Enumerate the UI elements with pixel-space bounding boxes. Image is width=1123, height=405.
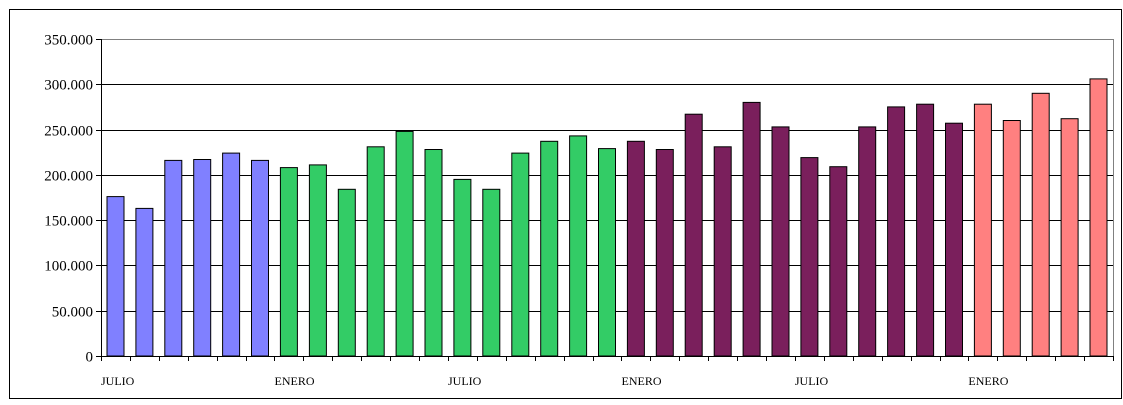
- bar: [222, 152, 241, 357]
- y-tick-label: 250.000: [44, 124, 93, 140]
- bar: [251, 159, 269, 357]
- bar: [1060, 118, 1079, 357]
- x-tick-label: JULIO: [448, 374, 482, 388]
- bar: [337, 188, 356, 357]
- y-tick-label: 350.000: [44, 33, 93, 49]
- bar: [193, 159, 212, 357]
- bar: [598, 148, 616, 357]
- bar: [945, 122, 963, 357]
- y-tick-label: 0: [86, 350, 94, 366]
- x-axis: JULIO ENERO JULIO ENERO JULIO ENERO: [101, 356, 1114, 388]
- x-tick-label: ENERO: [622, 374, 662, 388]
- bar: [858, 126, 877, 357]
- bar: [1002, 120, 1021, 357]
- bar: [569, 135, 588, 357]
- x-tick-label: JULIO: [795, 374, 829, 388]
- bar: [395, 130, 414, 357]
- y-tick-label: 150.000: [44, 214, 93, 230]
- bar: [916, 103, 935, 357]
- bar: [424, 149, 443, 357]
- bar: [135, 207, 154, 357]
- y-axis: 0 50.000 100.000 150.000 200.000 250.000 300.0…: [44, 33, 102, 366]
- bar: [453, 178, 472, 357]
- bar: [540, 140, 559, 357]
- bar: [106, 196, 125, 357]
- bar: [713, 146, 732, 357]
- x-tick-label: ENERO: [275, 374, 315, 388]
- bar: [684, 113, 703, 357]
- y-tick-label: 300.000: [44, 78, 93, 94]
- bar: [626, 140, 645, 357]
- y-tick-label: 50.000: [52, 305, 93, 321]
- bars: [106, 78, 1108, 357]
- bar: [655, 149, 674, 357]
- bar: [1089, 78, 1108, 357]
- y-tick-label: 200.000: [44, 169, 93, 185]
- bar: [887, 106, 906, 357]
- bar: [973, 103, 992, 357]
- bar: [1031, 92, 1050, 357]
- bar: [800, 157, 819, 357]
- bar: [771, 126, 790, 357]
- y-tick-label: 100.000: [44, 259, 93, 275]
- bar: [308, 164, 327, 357]
- bar: [511, 152, 530, 357]
- x-tick-label: ENERO: [968, 374, 1008, 388]
- x-tick-label: JULIO: [101, 374, 135, 388]
- bar: [742, 101, 761, 357]
- bar: [366, 146, 385, 357]
- bar: [279, 167, 298, 357]
- bar: [164, 159, 183, 357]
- bar: [829, 166, 848, 357]
- bar: [482, 188, 501, 357]
